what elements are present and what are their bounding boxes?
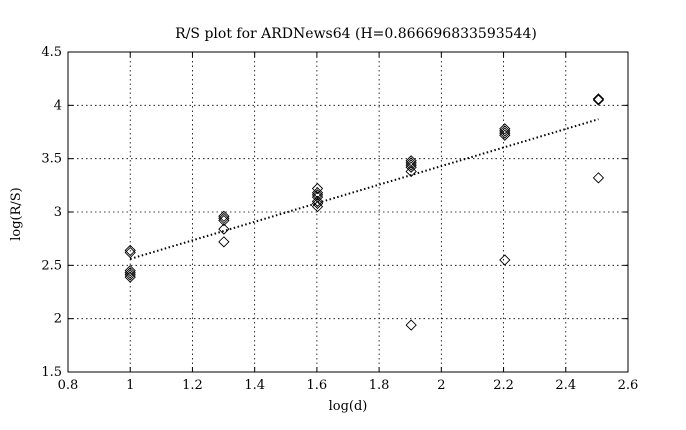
data-point-diamond <box>405 161 417 173</box>
y-tick-label: 1.5 <box>41 365 62 380</box>
ticks-layer: 0.8 1 1.2 1.4 1.6 1.8 2 2.2 2.4 2.6 1.5 2 2.5 3 3.5 4 4.… <box>41 45 638 393</box>
data-point-diamond <box>218 210 230 222</box>
x-tick-label: 1 <box>126 378 134 393</box>
data-point-diamond <box>499 127 511 139</box>
x-tick-label: 0.8 <box>58 378 79 393</box>
regression-fit-line <box>129 118 599 260</box>
data-point-diamond <box>218 214 230 227</box>
data-point-diamond <box>124 246 136 259</box>
data-point-diamond <box>218 223 230 235</box>
x-axis-label: log(d) <box>329 399 368 414</box>
data-point-diamond <box>592 94 605 106</box>
data-point-diamond <box>311 182 324 195</box>
data-point-diamond <box>311 195 324 207</box>
data-point-diamond <box>405 165 417 178</box>
data-point-diamond <box>592 93 605 105</box>
data-point-diamond <box>311 201 324 213</box>
x-tick-label: 1.8 <box>369 378 390 393</box>
y-axis-label: log(R/S) <box>9 187 24 241</box>
data-point-diamond <box>311 189 324 201</box>
data-point-diamond <box>218 212 230 225</box>
data-point-diamond <box>124 267 136 279</box>
y-tick-label: 3.5 <box>41 152 62 167</box>
chart-title: R/S plot for ARDNews64 (H=0.866696833593… <box>175 26 537 42</box>
x-tick-label: 1.4 <box>244 378 265 393</box>
x-tick-label: 1.2 <box>182 378 203 393</box>
data-point-diamond <box>405 159 417 171</box>
y-tick-label: 4 <box>54 98 62 113</box>
x-tick-label: 2.4 <box>555 378 576 393</box>
data-point-diamond <box>124 244 136 257</box>
data-point-diamond <box>124 271 136 283</box>
data-point-diamond <box>124 265 136 277</box>
fit-layer <box>129 118 599 260</box>
grid-layer <box>68 52 628 372</box>
x-tick-label: 2.2 <box>493 378 514 393</box>
x-tick-label: 2.6 <box>618 378 639 393</box>
data-point-diamond <box>499 123 511 135</box>
data-point-diamond <box>499 125 511 137</box>
data-point-diamond <box>218 236 230 248</box>
y-tick-label: 2.5 <box>41 258 62 273</box>
y-tick-label: 4.5 <box>41 45 62 60</box>
data-point-diamond <box>124 269 136 281</box>
points-layer <box>124 93 605 331</box>
data-point-diamond <box>311 187 324 199</box>
data-point-diamond <box>592 172 605 184</box>
data-point-diamond <box>499 254 511 266</box>
y-tick-label: 2 <box>54 312 62 327</box>
x-tick-label: 1.6 <box>307 378 328 393</box>
data-point-diamond <box>311 197 324 210</box>
data-point-diamond <box>499 129 511 141</box>
x-tick-label: 2 <box>437 378 445 393</box>
y-tick-label: 3 <box>54 205 62 220</box>
data-point-diamond <box>405 319 417 331</box>
data-point-diamond <box>405 157 417 169</box>
data-point-diamond <box>405 155 417 167</box>
